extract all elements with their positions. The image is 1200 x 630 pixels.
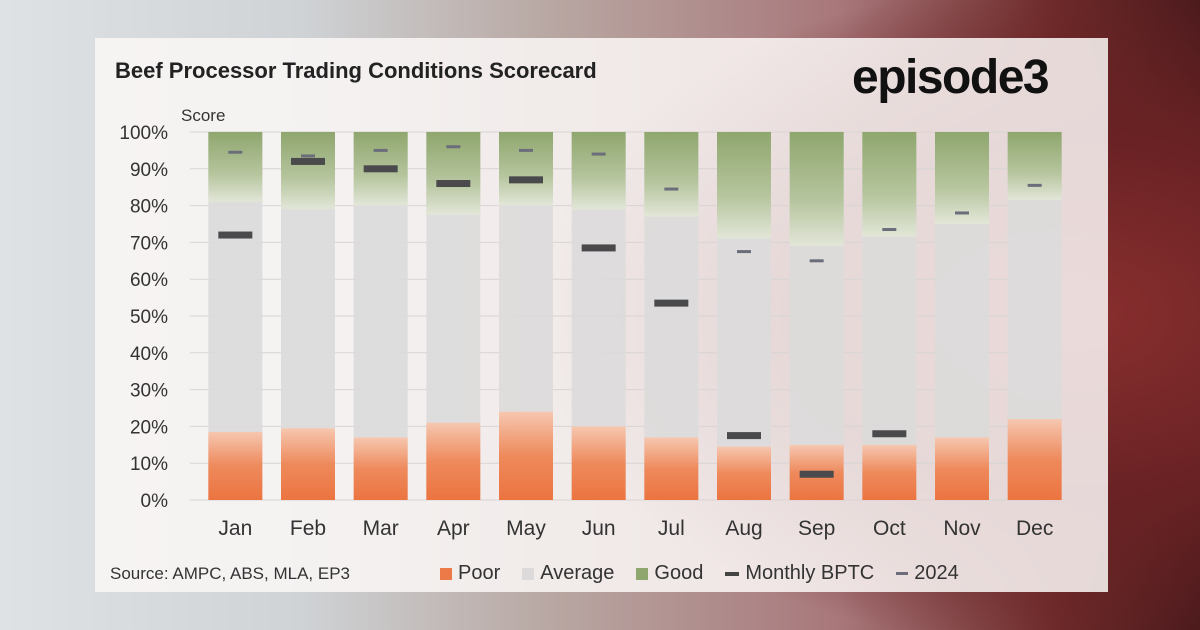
legend-poor: Poor [440, 562, 500, 585]
y-tick-label: 10% [130, 454, 168, 475]
poor-bar [208, 431, 263, 500]
x-tick-label: Aug [725, 517, 762, 540]
x-tick-label: Oct [873, 517, 906, 540]
poor-swatch [440, 567, 452, 580]
2024-marker [664, 187, 679, 191]
good-bar [644, 132, 699, 217]
good-bar [1007, 132, 1062, 201]
poor-bar [717, 446, 771, 500]
good-bar [789, 132, 844, 247]
legend-label: Poor [458, 562, 501, 584]
x-tick-label: May [506, 517, 546, 540]
poor-bar [862, 444, 917, 500]
monthly-bptc-marker [218, 231, 253, 239]
x-tick-label: Jul [658, 517, 685, 540]
monthly-bptc-marker [872, 430, 907, 438]
2024-marker [519, 148, 533, 152]
x-tick-label: Dec [1016, 517, 1053, 540]
poor-bar [281, 428, 335, 500]
2024-marker [446, 145, 461, 149]
x-tick-label: Apr [437, 517, 470, 540]
good-bar [281, 132, 335, 210]
poor-bar [571, 426, 626, 500]
x-tick-label: Sep [798, 517, 835, 540]
good-swatch [636, 567, 649, 580]
2024-marker [228, 150, 243, 154]
good-bar [208, 132, 263, 202]
2024-marker [809, 259, 824, 263]
monthly-bptc-marker [509, 176, 543, 184]
legend-good: Good [636, 562, 703, 585]
y2024-dash [896, 572, 909, 575]
y-tick-label: 80% [130, 197, 168, 218]
2024-marker [373, 148, 388, 152]
y-tick-label: 50% [130, 307, 168, 328]
source-note: Source: AMPC, ABS, MLA, EP3 [110, 564, 350, 583]
monthly-dash [725, 571, 740, 576]
good-bar [499, 132, 553, 206]
y-tick-label: 100% [119, 123, 168, 144]
y-tick-label: 0% [141, 491, 169, 512]
average-swatch [522, 567, 535, 580]
legend-2024: 2024 [896, 562, 959, 585]
x-tick-label: Feb [290, 517, 326, 540]
y-tick-label: 60% [130, 270, 168, 291]
legend-average: Average [522, 562, 614, 585]
poor-bar [353, 437, 408, 500]
2024-marker [1027, 183, 1042, 187]
2024-marker [955, 211, 969, 215]
legend-label: Monthly BPTC [745, 562, 875, 584]
legend-monthly: Monthly BPTC [725, 562, 874, 585]
poor-bar [644, 437, 699, 500]
good-bar [862, 132, 917, 237]
good-bar [426, 132, 481, 215]
monthly-bptc-marker [291, 157, 325, 165]
legend: Poor Average Good Monthly BPTC 2024 [440, 562, 959, 585]
y-tick-label: 40% [130, 344, 168, 365]
2024-marker [301, 154, 315, 158]
2024-marker [591, 152, 606, 156]
monthly-bptc-marker [436, 180, 471, 188]
y-tick-label: 90% [130, 160, 168, 181]
2024-marker [882, 228, 897, 232]
monthly-bptc-marker [727, 432, 761, 440]
monthly-bptc-marker [363, 165, 398, 173]
monthly-bptc-marker [654, 299, 689, 307]
2024-marker [737, 250, 751, 254]
monthly-bptc-marker [581, 244, 616, 252]
good-bar [717, 132, 771, 239]
y-tick-label: 20% [130, 417, 168, 438]
x-tick-label: Nov [943, 517, 981, 540]
x-tick-label: Mar [363, 517, 399, 540]
monthly-bptc-marker [799, 470, 834, 478]
good-bar [571, 132, 626, 210]
legend-label: Average [540, 562, 615, 584]
y-axis-label: Score [181, 106, 226, 125]
episode3-logo: episode3 [852, 51, 1050, 104]
poor-bar [499, 411, 553, 500]
legend-label: 2024 [914, 562, 959, 584]
y-tick-label: 30% [130, 381, 168, 402]
poor-bar [1007, 419, 1062, 500]
good-bar [935, 132, 989, 224]
x-tick-label: Jun [582, 517, 616, 540]
chart-title: Beef Processor Trading Conditions Scorec… [115, 58, 597, 83]
y-tick-label: 70% [130, 233, 168, 254]
legend-label: Good [654, 562, 704, 584]
poor-bar [935, 437, 989, 500]
x-tick-label: Jan [218, 517, 252, 540]
poor-bar [426, 422, 481, 500]
